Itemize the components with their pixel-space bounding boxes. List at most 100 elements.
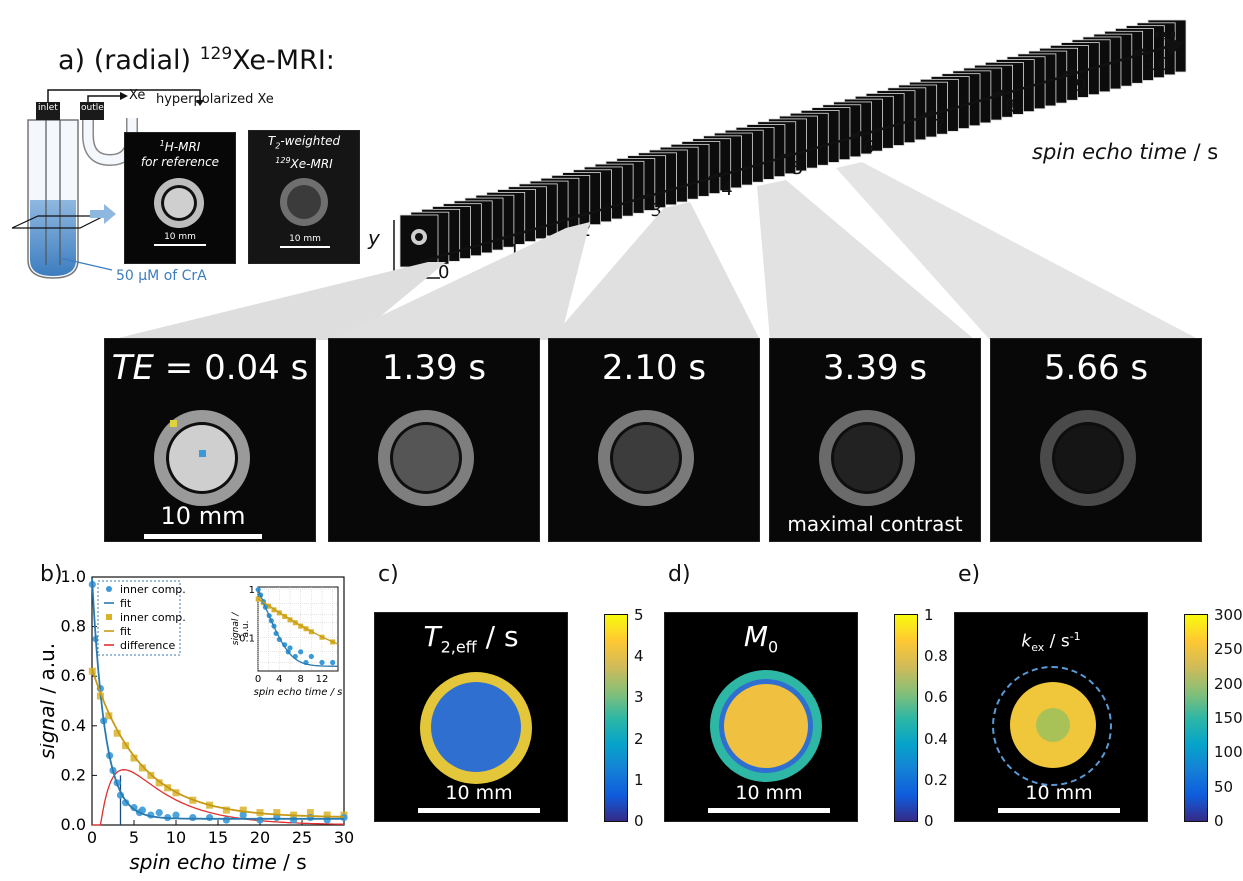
image-stack (393, 19, 1187, 279)
time-tick-label: 6 (862, 137, 875, 159)
time-tick (637, 193, 651, 201)
inner-data-point (256, 816, 264, 824)
y-tick-label: 0.0 (61, 815, 86, 834)
panel-a-sup: 129 (199, 44, 233, 64)
time-axis-arrow (419, 44, 1171, 264)
panel-a-label: a) (58, 45, 86, 76)
time-tick-label: 8 (1004, 95, 1016, 117)
inset-inner-point (308, 653, 314, 660)
ref2-sup: 129 (275, 156, 291, 166)
x-tick-label: 0 (87, 828, 97, 847)
map-scale-bar (998, 808, 1120, 813)
panel-a-prefix: (radial) (93, 45, 192, 76)
inset-x-tick: 12 (316, 674, 329, 685)
y-axis-label: signal / a.u. (40, 643, 59, 759)
map-title-sub: 2,eff (440, 637, 477, 657)
outer-data-point (239, 806, 247, 814)
m0-inner-disc (724, 684, 808, 768)
map-scale-text: 10 mm (445, 782, 513, 804)
inner-data-point (323, 816, 331, 824)
inlet-label: inlet (38, 103, 58, 113)
colorbar-tick: 250 (1214, 640, 1243, 659)
map-panel-label: d) (668, 562, 691, 587)
inset-y-unit: a.u. (241, 621, 251, 638)
te-value: = 0.04 s (153, 348, 309, 388)
outer-data-point (222, 806, 230, 814)
colorbar-0 (604, 614, 628, 822)
time-tick (425, 255, 439, 263)
inner-fit-curve (91, 578, 344, 820)
ref1-scale-text: 10 mm (164, 232, 196, 242)
time-axis-arrowhead (1164, 38, 1185, 56)
te-inner (393, 425, 459, 491)
inset-y-label: signal / (231, 612, 241, 645)
time-tick-label: 0 (438, 262, 450, 283)
legend-label: difference (120, 639, 175, 652)
te-label: TE = 0.04 s (104, 348, 316, 388)
inner-data-point (122, 799, 130, 807)
time-tick (991, 89, 1005, 97)
time-axis-unit: / s (1193, 140, 1219, 164)
ref2-sub: 2 (275, 141, 281, 151)
te-label: 1.39 s (328, 348, 540, 388)
difference-curve (92, 769, 345, 826)
x-tick-label: 20 (250, 828, 270, 847)
inset-frame (257, 586, 339, 672)
colorbar-tick: 50 (1214, 777, 1234, 796)
outer-data-point (273, 809, 281, 817)
panel-a-suffix: Xe-MRI: (232, 45, 335, 76)
inner-data-point (290, 816, 298, 824)
time-tick-label: 10 (1146, 54, 1169, 75)
xe-label: Xe (129, 88, 146, 103)
colorbar-tick: 1 (924, 606, 934, 624)
y-tick-label: 0.2 (61, 765, 86, 784)
y-tick-label: 0.4 (61, 716, 86, 735)
time-tick-label: 1 (508, 241, 521, 263)
ref1-line1: H-MRI (164, 140, 201, 154)
colorbar-tick: 0.6 (924, 688, 948, 707)
te-scale-bar (144, 534, 262, 539)
te-image-2: 2.10 s (548, 338, 760, 542)
inset-x-tick: 4 (276, 674, 282, 685)
time-tick (567, 213, 581, 221)
inner-data-point (138, 806, 146, 814)
map-scale-text: 10 mm (735, 782, 803, 804)
map-title-sub: ex (1031, 641, 1045, 655)
inner-data-point (306, 813, 314, 822)
time-axis-label: spin echo time / s (1032, 140, 1218, 164)
fan-shadows (110, 162, 1200, 340)
legend-label: inner comp. (120, 583, 186, 596)
map-title-rest: / s (1044, 631, 1070, 652)
ref2-scale-bar (280, 246, 330, 248)
ref2-line2: Xe-MRI (290, 157, 333, 172)
colorbar-tick: 0.4 (924, 729, 948, 748)
colorbar-tick: 100 (1214, 743, 1243, 762)
inset-inner-point (319, 659, 325, 666)
ref-1h-mri-image: 1H-MRI for reference 10 mm (124, 132, 236, 264)
inset-inner-point (282, 642, 288, 648)
ref1-line2: for reference (140, 155, 220, 169)
inset-outer-point (298, 623, 304, 629)
time-tick-label: 9 (1075, 74, 1087, 96)
inset-x-label: spin echo time / s (254, 687, 343, 698)
colorbar-tick: 200 (1214, 674, 1243, 693)
colorbar-tick: 3 (634, 688, 644, 707)
te-label: 5.66 s (990, 348, 1202, 388)
map-scale-bar (418, 808, 540, 813)
map-image-2: kex / s-1 10 mm (954, 612, 1148, 822)
time-tick-label: 5 (792, 158, 804, 179)
te-value: 3.39 s (822, 348, 928, 388)
te-image-3: 3.39 s maximal contrast (769, 338, 981, 542)
legend-label: fit (120, 597, 132, 610)
legend-swatch (106, 586, 112, 592)
x-tick-label: 30 (334, 828, 354, 847)
time-tick (708, 172, 722, 180)
ref1-inner (164, 188, 194, 218)
colorbar-tick: 0 (634, 812, 644, 830)
colorbar-tick: 150 (1214, 709, 1243, 727)
inset-inner-point (330, 659, 336, 666)
te-prefix: TE (111, 348, 154, 388)
cra-label: 50 µM of CrA (116, 268, 207, 284)
inset-inner-fit (257, 588, 338, 667)
outer-data-point (113, 729, 121, 737)
